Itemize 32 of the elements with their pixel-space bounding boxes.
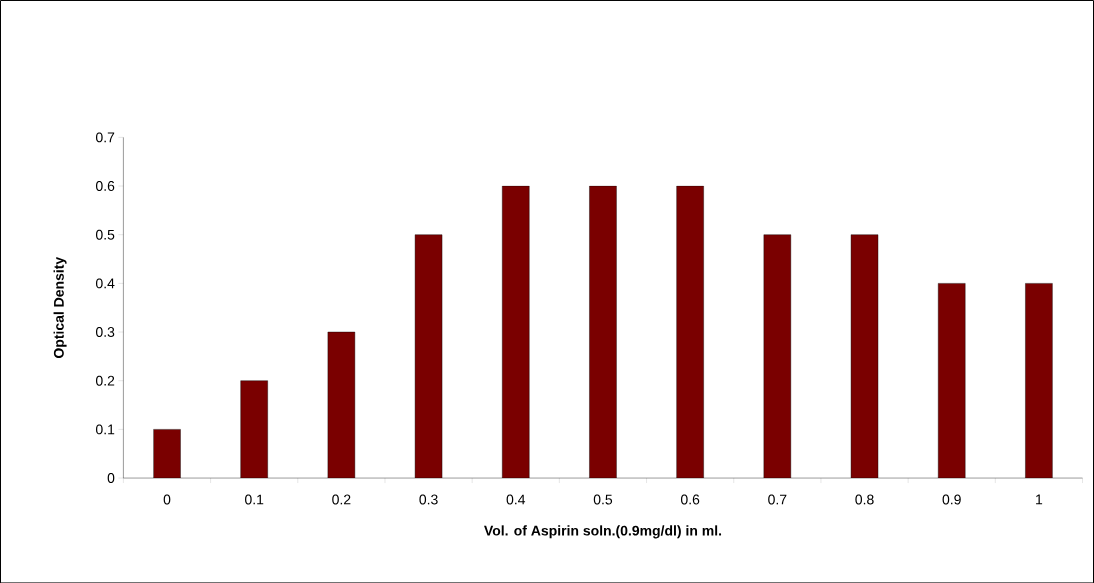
bar <box>763 234 791 478</box>
y-tick-label: 0.2 <box>95 375 115 386</box>
bar <box>851 234 879 478</box>
x-tick-label: 0.7 <box>768 494 787 505</box>
bar <box>676 185 704 478</box>
bar <box>153 429 181 478</box>
x-tick-label: 0 <box>163 494 171 505</box>
bar <box>1025 282 1053 478</box>
y-tick-label: 0.6 <box>95 180 115 191</box>
bar <box>589 185 617 478</box>
y-tick-label: 0.4 <box>95 278 115 289</box>
x-tick-label: 0.9 <box>942 494 961 505</box>
y-tick-label: 0.1 <box>95 424 115 435</box>
x-tick-label: 0.8 <box>855 494 874 505</box>
x-tick-label: 0.2 <box>332 494 351 505</box>
y-tick-label: 0 <box>107 472 115 483</box>
bar <box>327 331 355 478</box>
x-tick-label: 0.1 <box>245 494 264 505</box>
x-tick-label: 0.5 <box>593 494 613 505</box>
x-tick-label: 0.6 <box>680 494 700 505</box>
y-tick-label: 0.5 <box>95 229 115 240</box>
bar <box>415 234 443 478</box>
y-tick-label: 0.3 <box>95 326 115 337</box>
bar <box>240 380 268 478</box>
y-axis-title: Optical Density <box>53 256 67 358</box>
x-tick-label: 1 <box>1036 494 1043 504</box>
bar <box>938 283 966 478</box>
bar <box>502 185 530 478</box>
y-tick-label: 0.7 <box>95 132 115 143</box>
x-tick-label: 0.4 <box>506 494 526 505</box>
x-axis-title: Vol. of Aspirin soln.(0.9mg/dl) in ml. <box>484 525 722 539</box>
x-tick-label: 0.3 <box>419 494 438 505</box>
